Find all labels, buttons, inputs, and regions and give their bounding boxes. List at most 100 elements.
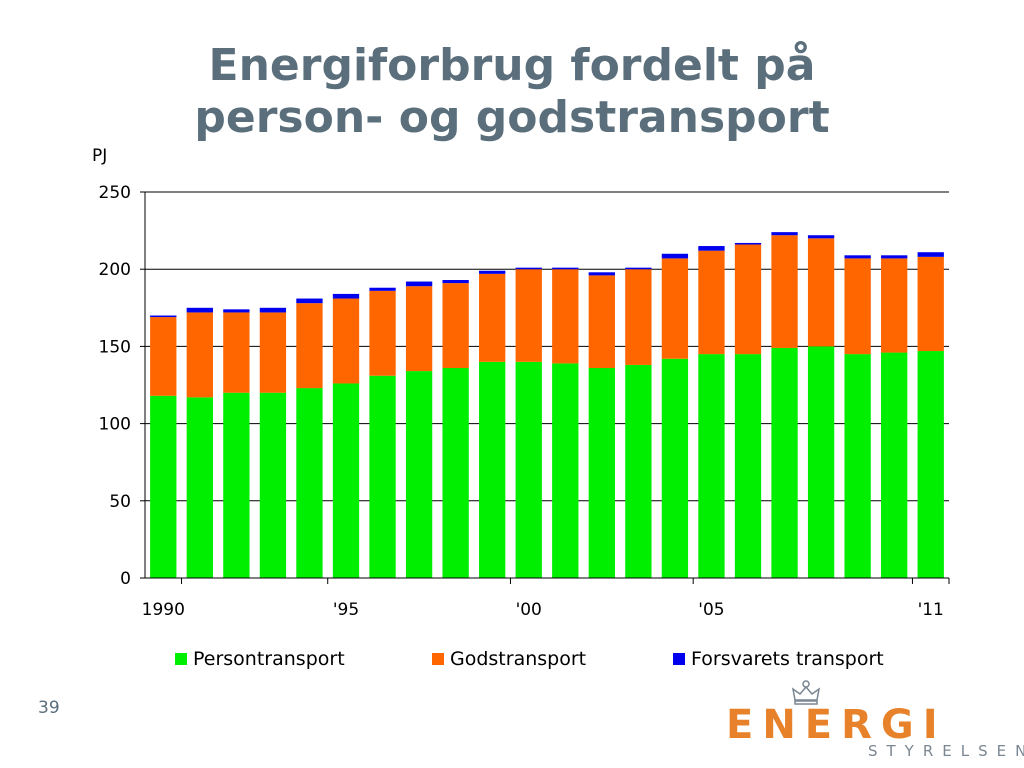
legend-label-0: Persontransport <box>193 648 345 670</box>
bar-1994-series-1 <box>296 303 323 389</box>
bar-2005-series-2 <box>698 246 725 251</box>
stacked-bar-chart: PJ 0 50 100 150 200 250 1990 '95 '00 '05 '11 <box>92 146 950 620</box>
bar-2010-series-1 <box>881 258 908 353</box>
x-tick-label-15: '05 <box>698 600 724 620</box>
legend-item-1: Godstransport <box>432 648 586 670</box>
bar-1993-series-2 <box>259 307 287 313</box>
y-tick-label-0: 0 <box>120 569 131 589</box>
bar-2007-series-1 <box>771 235 798 348</box>
legend-swatch-1 <box>432 653 444 665</box>
bar-2008-series-0 <box>807 346 835 578</box>
bar-2010-series-0 <box>881 352 908 578</box>
bar-1999-series-0 <box>479 361 506 578</box>
bar-1990-series-1 <box>150 317 177 396</box>
bar-2005-series-1 <box>698 250 725 355</box>
bar-2002-series-0 <box>588 368 615 578</box>
page-number: 39 <box>38 698 60 718</box>
bar-1991-series-1 <box>186 312 213 398</box>
bar-2003-series-0 <box>625 364 652 578</box>
title-line-1: Energiforbrug fordelt på <box>208 40 816 91</box>
bar-2007-series-0 <box>771 347 798 578</box>
x-tick-label-0: 1990 <box>142 600 185 620</box>
bar-1995-series-0 <box>332 383 360 578</box>
bar-1992-series-1 <box>223 312 250 393</box>
bar-2006-series-2 <box>734 242 762 245</box>
bar-2008-series-1 <box>807 238 835 347</box>
bar-1995-series-1 <box>332 298 360 384</box>
legend-label-1: Godstransport <box>450 648 587 670</box>
bar-2000-series-1 <box>515 269 542 362</box>
bar-1991-series-2 <box>186 307 213 313</box>
bar-2009-series-0 <box>844 354 871 578</box>
y-axis-unit-label: PJ <box>92 146 107 166</box>
bar-1993-series-0 <box>259 392 287 578</box>
bar-2001-series-0 <box>552 363 579 578</box>
bar-2009-series-1 <box>844 258 871 355</box>
title-line-2: person- og godstransport <box>194 92 830 143</box>
bar-2002-series-1 <box>588 275 615 369</box>
bar-1999-series-1 <box>479 273 506 362</box>
slide-title: Energiforbrug fordelt på person- og gods… <box>0 40 1024 144</box>
bar-1995-series-2 <box>332 293 360 299</box>
bar-2006-series-1 <box>734 244 762 355</box>
legend-label-2: Forsvarets transport <box>691 648 884 670</box>
bar-1992-series-0 <box>223 392 250 578</box>
bar-1997-series-0 <box>405 371 433 578</box>
legend-swatch-2 <box>673 653 685 665</box>
bar-2000-series-2 <box>515 267 542 270</box>
bar-1994-series-2 <box>296 298 323 304</box>
bar-2004-series-1 <box>661 258 689 359</box>
legend-item-0: Persontransport <box>175 648 345 670</box>
y-tick-label-200: 200 <box>99 260 131 280</box>
bar-1990-series-0 <box>150 395 177 578</box>
x-tick-label-21: '11 <box>918 600 944 620</box>
bar-1999-series-2 <box>479 270 506 274</box>
bar-2006-series-0 <box>734 354 762 578</box>
bar-2001-series-1 <box>552 269 579 364</box>
energistyrelsen-logo: ENERGI STYRELSEN <box>718 676 1024 762</box>
bar-2000-series-0 <box>515 361 542 578</box>
bar-1992-series-2 <box>223 309 250 313</box>
x-tick-label-10: '00 <box>516 600 542 620</box>
bar-1994-series-0 <box>296 388 323 578</box>
bar-2011-series-0 <box>917 351 944 578</box>
bar-1998-series-2 <box>442 280 469 284</box>
bar-1991-series-0 <box>186 397 213 578</box>
bar-2003-series-2 <box>625 267 652 270</box>
logo-subword: STYRELSEN <box>868 742 1024 760</box>
x-tick-label-5: '95 <box>333 600 359 620</box>
y-tick-label-150: 150 <box>99 337 131 357</box>
bar-1996-series-0 <box>369 375 396 578</box>
bar-2011-series-2 <box>917 252 944 257</box>
bar-1996-series-2 <box>369 287 396 291</box>
bar-2009-series-2 <box>844 255 871 259</box>
axes <box>140 191 950 584</box>
bar-1997-series-2 <box>405 281 433 287</box>
logo-word: ENERGI <box>726 702 947 748</box>
legend-swatch-0 <box>175 653 187 665</box>
bar-1993-series-1 <box>259 312 287 393</box>
legend-item-2: Forsvarets transport <box>673 648 884 670</box>
bar-1998-series-1 <box>442 283 469 369</box>
y-tick-label-250: 250 <box>99 183 131 203</box>
bar-2008-series-2 <box>807 235 835 239</box>
bar-2004-series-2 <box>661 253 689 259</box>
bar-2011-series-1 <box>917 256 944 352</box>
y-tick-label-100: 100 <box>99 415 131 435</box>
bar-1996-series-1 <box>369 290 396 376</box>
bar-1990-series-2 <box>150 315 177 318</box>
bar-2002-series-2 <box>588 272 615 276</box>
bar-1997-series-1 <box>405 286 433 372</box>
crown-icon <box>791 680 821 705</box>
bar-2010-series-2 <box>881 255 908 259</box>
bar-2001-series-2 <box>552 267 579 270</box>
bars <box>150 232 944 578</box>
bar-2004-series-0 <box>661 358 689 578</box>
tick-labels: PJ 0 50 100 150 200 250 1990 '95 '00 '05 '11 <box>92 146 944 620</box>
bar-2007-series-2 <box>771 232 798 236</box>
bar-2003-series-1 <box>625 269 652 365</box>
legend: Persontransport Godstransport Forsvarets t… <box>0 648 1024 674</box>
y-tick-label-50: 50 <box>109 492 131 512</box>
bar-2005-series-0 <box>698 354 725 578</box>
bar-1998-series-0 <box>442 368 469 578</box>
